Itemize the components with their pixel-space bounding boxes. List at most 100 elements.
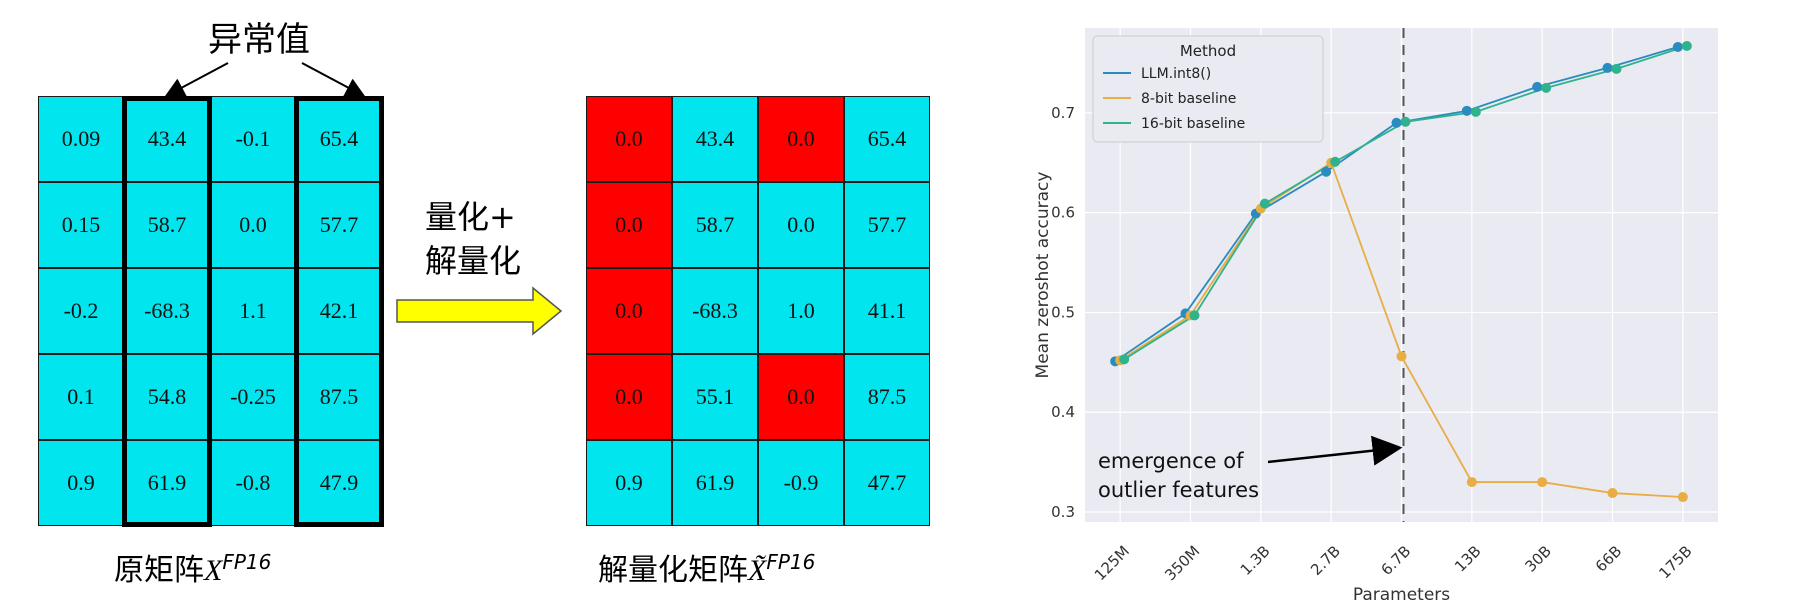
x-tick-label: 13B (1451, 542, 1485, 576)
matrix-cell: 57.7 (844, 182, 930, 268)
series-point (1672, 41, 1683, 52)
matrix-cell: 87.5 (296, 354, 382, 440)
x-tick-label: 350M (1161, 542, 1203, 584)
matrix-cell: 0.0 (758, 96, 844, 182)
series-point (1611, 63, 1622, 74)
series-point (1321, 166, 1332, 177)
matrix-cell: 43.4 (124, 96, 210, 182)
matrix-cell: 0.9 (586, 440, 672, 526)
matrix-cell: 61.9 (672, 440, 758, 526)
dequantized-caption-math: X̃ (748, 554, 767, 587)
dequantized-caption-sup: FP16 (766, 550, 816, 574)
quantize-label-line2: 解量化 (425, 242, 522, 280)
annotation-line-2: outlier features (1098, 478, 1259, 502)
matrix-cell: 0.1 (38, 354, 124, 440)
series-point (1602, 62, 1613, 73)
legend-box (1092, 35, 1324, 143)
series-point (1677, 492, 1688, 503)
y-tick-label: 0.5 (1051, 303, 1075, 321)
outlier-pointer-arrows (164, 62, 366, 97)
matrix-cell: 55.1 (672, 354, 758, 440)
matrix-cell: 0.15 (38, 182, 124, 268)
legend-title: Method (1180, 42, 1236, 60)
matrix-cell: -0.1 (210, 96, 296, 182)
matrix-cell: 0.0 (758, 182, 844, 268)
matrix-cell: 54.8 (124, 354, 210, 440)
matrix-cell: 0.0 (210, 182, 296, 268)
series-point (1259, 198, 1270, 209)
matrix-cell: 0.9 (38, 440, 124, 526)
matrix-cell: 1.0 (758, 268, 844, 354)
series-point (1330, 156, 1341, 167)
matrix-cell: 0.09 (38, 96, 124, 182)
x-tick-label: 125M (1091, 542, 1133, 584)
matrix-cell: 0.0 (586, 96, 672, 182)
series-point (1400, 116, 1411, 127)
matrix-cell: 1.1 (210, 268, 296, 354)
y-tick-label: 0.3 (1051, 503, 1075, 521)
series-point (1189, 310, 1200, 321)
dequantized-matrix-caption: 解量化矩阵X̃FP16 (598, 545, 815, 589)
matrix-cell: 0.0 (586, 182, 672, 268)
matrix-cell: 61.9 (124, 440, 210, 526)
original-caption-text: 原矩阵 (114, 553, 204, 588)
accuracy-chart: 0.3 0.4 0.5 0.6 0.7 125M 350M 1.3B 2.7B 6.7B 13B 30… (1033, 28, 1718, 605)
legend-entry: 16-bit baseline (1141, 116, 1245, 132)
matrix-cell: 42.1 (296, 268, 382, 354)
matrix-cell: 87.5 (844, 354, 930, 440)
matrix-cell: 0.0 (758, 354, 844, 440)
y-axis-label: Mean zeroshot accuracy (1033, 172, 1053, 379)
matrix-cell: 41.1 (844, 268, 930, 354)
matrix-cell: -0.25 (210, 354, 296, 440)
matrix-cell: -0.2 (38, 268, 124, 354)
series-point (1461, 105, 1472, 116)
x-tick-label: 2.7B (1307, 542, 1344, 579)
annotation-line-1: emergence of (1098, 449, 1244, 473)
x-tick-label: 66B (1592, 542, 1626, 576)
x-tick-label: 30B (1521, 542, 1555, 576)
matrix-cell: -68.3 (124, 268, 210, 354)
matrix-cell: -0.9 (758, 440, 844, 526)
original-matrix-caption: 原矩阵XFP16 (114, 545, 271, 589)
matrix-cell: 58.7 (124, 182, 210, 268)
series-point (1396, 351, 1407, 362)
x-tick-label: 175B (1655, 542, 1695, 582)
x-axis-label: Parameters (1353, 585, 1450, 605)
series-point (1470, 106, 1481, 117)
y-tick-label: 0.6 (1051, 204, 1075, 222)
quantize-arrow (396, 286, 563, 336)
matrix-cell: 43.4 (672, 96, 758, 182)
legend-entry: 8-bit baseline (1141, 91, 1236, 107)
dequantized-caption-text: 解量化矩阵 (598, 553, 748, 588)
matrix-cell: -68.3 (672, 268, 758, 354)
matrix-cell: 58.7 (672, 182, 758, 268)
outlier-label: 异常值 (208, 20, 310, 60)
y-tick-label: 0.4 (1051, 403, 1075, 421)
matrix-cell: 65.4 (844, 96, 930, 182)
matrix-cell: 47.9 (296, 440, 382, 526)
matrix-cell: -0.8 (210, 440, 296, 526)
annotation-arrow (1267, 435, 1403, 466)
series-point (1466, 477, 1477, 488)
matrix-cell: 0.0 (586, 354, 672, 440)
original-caption-math: X (204, 554, 223, 587)
original-matrix: 0.09 43.4 -0.1 65.4 0.15 58.7 0.0 57.7 -0.2 -68.3… (38, 96, 382, 526)
y-tick-label: 0.7 (1051, 104, 1075, 122)
quantize-label-line1: 量化+ (425, 198, 516, 236)
x-tick-label: 1.3B (1237, 542, 1274, 579)
dequantized-matrix: 0.0 43.4 0.0 65.4 0.0 58.7 0.0 57.7 0.0 -68.3 1.0 4… (586, 96, 930, 526)
series-point (1537, 477, 1548, 488)
original-caption-sup: FP16 (222, 550, 272, 574)
series-point (1119, 354, 1130, 365)
matrix-cell: 65.4 (296, 96, 382, 182)
x-tick-label: 6.7B (1377, 542, 1414, 579)
series-point (1532, 81, 1543, 92)
matrix-cell: 47.7 (844, 440, 930, 526)
series-point (1391, 117, 1402, 128)
matrix-cell: 57.7 (296, 182, 382, 268)
legend-entry: LLM.int8() (1141, 66, 1211, 82)
series-point (1681, 40, 1692, 51)
matrix-cell: 0.0 (586, 268, 672, 354)
series-point (1541, 82, 1552, 93)
series-point (1607, 488, 1618, 499)
